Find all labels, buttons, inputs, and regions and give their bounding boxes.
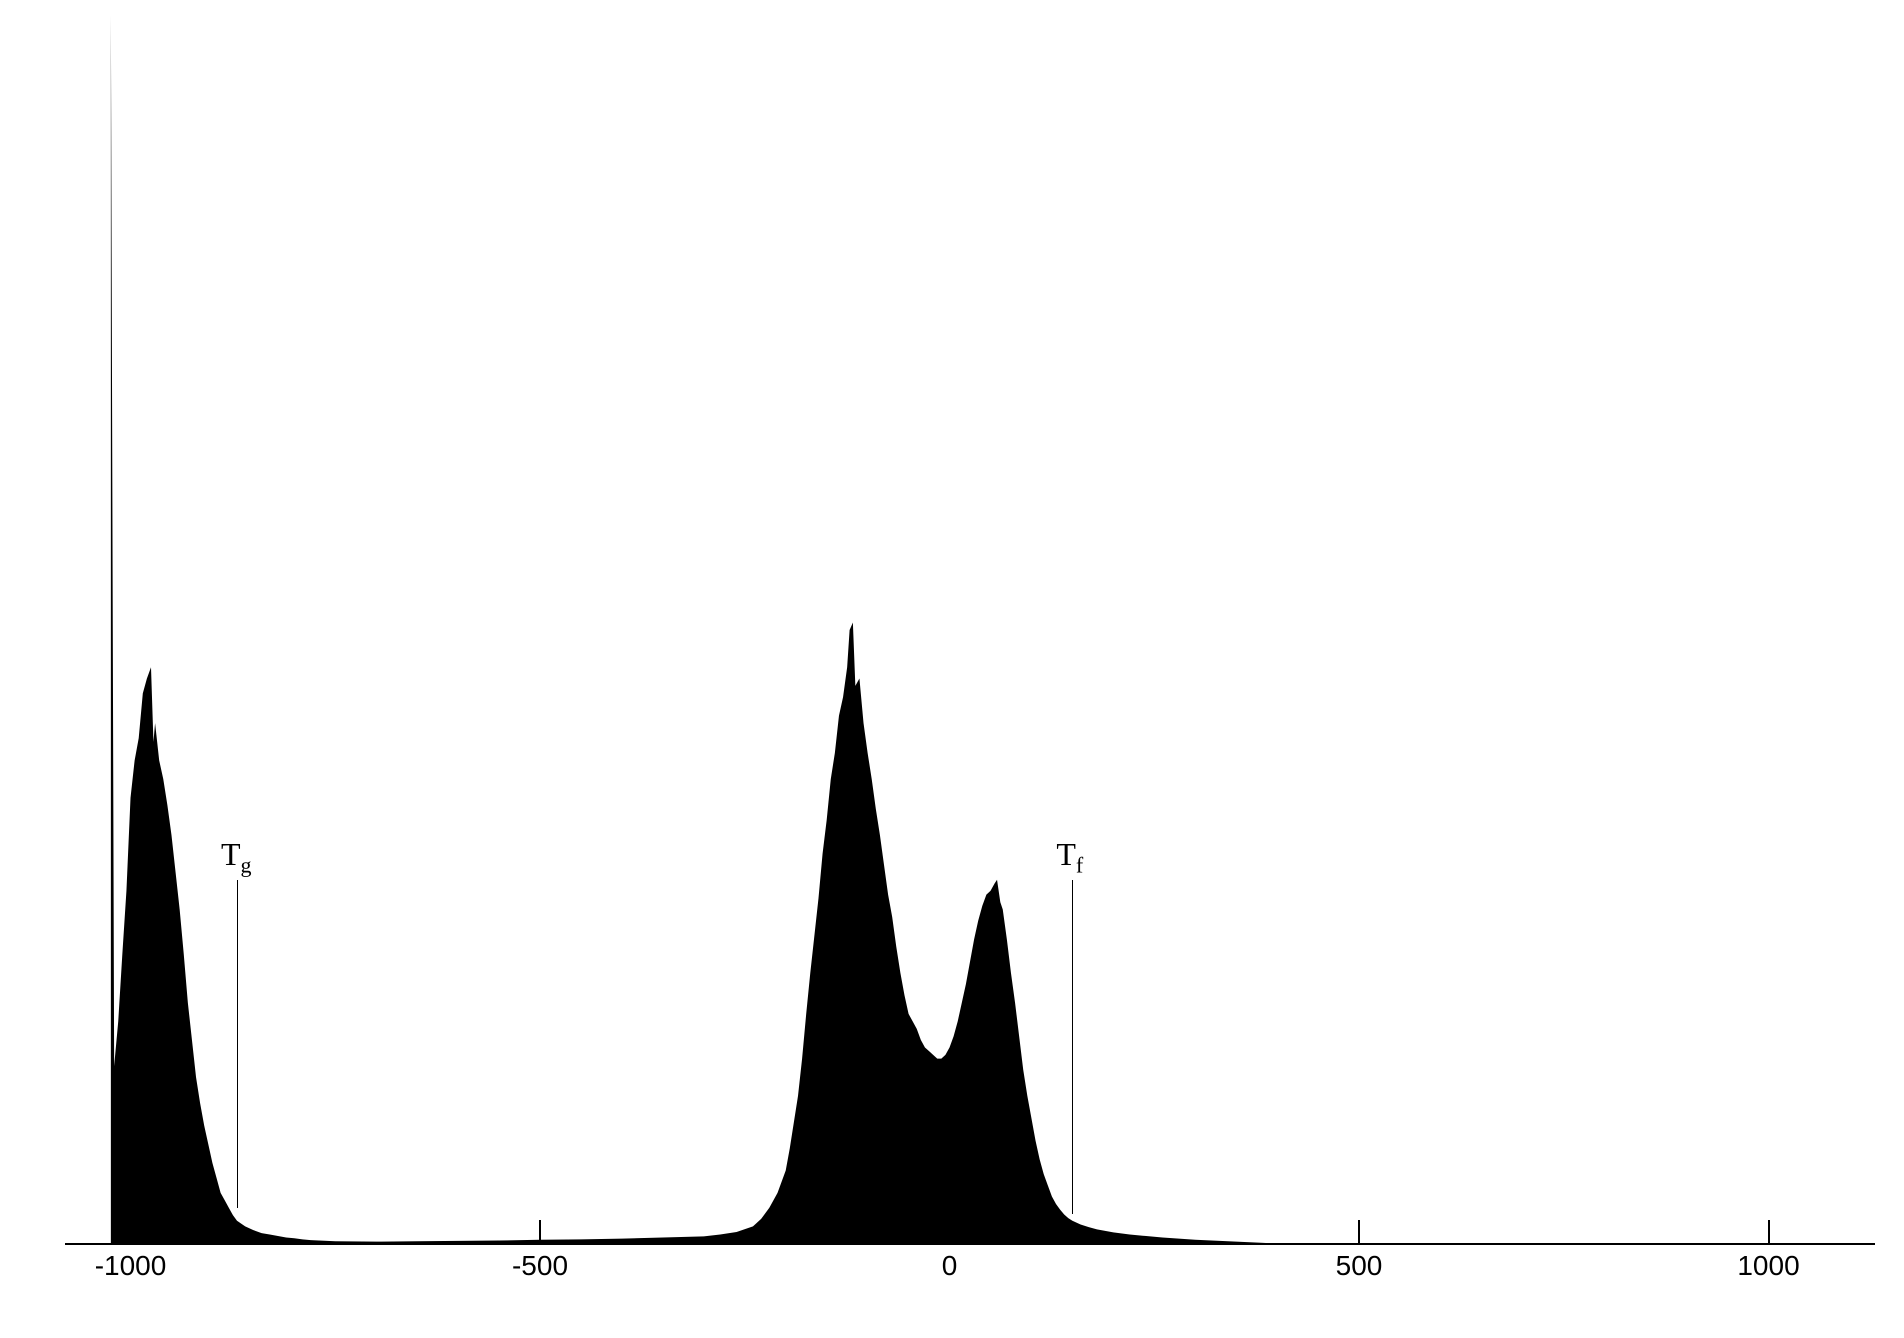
histogram-chart: -1000 -500 0 500 1000 Tg Tf [0,0,1904,1338]
x-tick [1358,1220,1360,1245]
x-tick [1768,1220,1770,1245]
threshold-label-Tf: Tf [1056,836,1083,878]
x-tick-label: 1000 [1719,1250,1819,1282]
x-tick-label: 500 [1309,1250,1409,1282]
threshold-line-Tf [1072,880,1073,1215]
threshold-label-Tg: Tg [221,836,252,878]
x-tick [539,1220,541,1245]
threshold-line-Tg [237,880,238,1208]
plot-area: -1000-50005001000TgTf [65,15,1875,1245]
x-tick [949,1220,951,1245]
x-tick [130,1220,132,1245]
x-axis [65,1243,1875,1245]
x-tick-label: 0 [900,1250,1000,1282]
x-tick-label: -1000 [81,1250,181,1282]
histogram-filled-area [65,15,1875,1245]
x-tick-label: -500 [490,1250,590,1282]
